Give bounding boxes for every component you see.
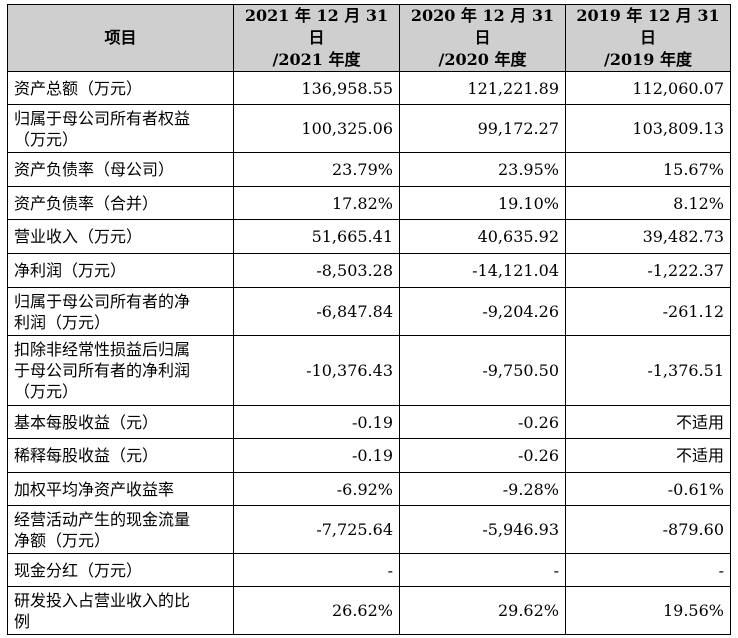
value-2021: -0.19 [233, 405, 400, 439]
value-2021: 100,325.06 [233, 104, 400, 153]
value-2020: 40,635.92 [399, 219, 566, 254]
value-2019: 不适用 [565, 405, 731, 439]
value-2020: -0.26 [399, 405, 566, 439]
value-2020: 121,221.89 [399, 71, 566, 105]
table-row: 资产负债率（母公司） 23.79% 23.95% 15.67% [7, 152, 731, 187]
value-2021: -6.92% [233, 472, 400, 506]
value-2020: -14,121.04 [399, 253, 566, 288]
table-row: 研发投入占营业收入的比 例 26.62% 29.62% 19.56% [7, 586, 731, 635]
value-2021: 17.82% [233, 186, 400, 220]
table-body: 资产总额（万元） 136,958.55 121,221.89 112,060.07 归属… [7, 71, 731, 635]
value-2019: 15.67% [565, 152, 731, 187]
value-2021: 136,958.55 [233, 71, 400, 105]
header-2021: 2021 年 12 月 31 日 /2021 年度 [233, 4, 400, 72]
table-row: 归属于母公司所有者的净 利润（万元） -6,847.84 -9,204.26 -261… [7, 287, 731, 336]
row-label: 资产负债率（母公司） [7, 152, 234, 187]
table-row: 扣除非经常性损益后归属 于母公司所有者的净利润 （万元） -10,376.43 -9… [7, 335, 731, 406]
value-2019: 8.12% [565, 186, 731, 220]
row-label: 归属于母公司所有者权益 （万元） [7, 104, 234, 153]
header-item: 项目 [7, 4, 234, 72]
value-2021: -7,725.64 [233, 505, 400, 554]
value-2019: - [565, 553, 731, 587]
header-2020: 2020 年 12 月 31 日 /2020 年度 [399, 4, 566, 72]
row-label: 现金分红（万元） [7, 553, 234, 587]
row-label: 净利润（万元） [7, 253, 234, 288]
header-2019: 2019 年 12 月 31 日 /2019 年度 [565, 4, 731, 72]
row-label: 扣除非经常性损益后归属 于母公司所有者的净利润 （万元） [7, 335, 234, 406]
table-row: 现金分红（万元） - - - [7, 553, 731, 587]
value-2020: 29.62% [399, 586, 566, 635]
value-2019: -261.12 [565, 287, 731, 336]
table-row: 营业收入（万元） 51,665.41 40,635.92 39,482.73 [7, 219, 731, 254]
table-row: 资产负债率（合并） 17.82% 19.10% 8.12% [7, 186, 731, 220]
value-2020: -9,750.50 [399, 335, 566, 406]
value-2019: -1,222.37 [565, 253, 731, 288]
value-2021: - [233, 553, 400, 587]
value-2020: -9,204.26 [399, 287, 566, 336]
value-2021: 26.62% [233, 586, 400, 635]
row-label: 资产总额（万元） [7, 71, 234, 105]
table-row: 归属于母公司所有者权益 （万元） 100,325.06 99,172.27 103,8… [7, 104, 731, 153]
table-row: 稀释每股收益（元） -0.19 -0.26 不适用 [7, 438, 731, 473]
value-2020: -9.28% [399, 472, 566, 506]
row-label: 营业收入（万元） [7, 219, 234, 254]
value-2019: 103,809.13 [565, 104, 731, 153]
value-2020: 99,172.27 [399, 104, 566, 153]
value-2020: -5,946.93 [399, 505, 566, 554]
row-label: 加权平均净资产收益率 [7, 472, 234, 506]
table-row: 净利润（万元） -8,503.28 -14,121.04 -1,222.37 [7, 253, 731, 288]
value-2021: -6,847.84 [233, 287, 400, 336]
row-label: 基本每股收益（元） [7, 405, 234, 439]
value-2020: -0.26 [399, 438, 566, 473]
value-2019: 112,060.07 [565, 71, 731, 105]
table-row: 经营活动产生的现金流量 净额（万元） -7,725.64 -5,946.93 -879… [7, 505, 731, 554]
value-2020: 19.10% [399, 186, 566, 220]
table-row: 加权平均净资产收益率 -6.92% -9.28% -0.61% [7, 472, 731, 506]
row-label: 稀释每股收益（元） [7, 438, 234, 473]
value-2021: 23.79% [233, 152, 400, 187]
table-row: 资产总额（万元） 136,958.55 121,221.89 112,060.07 [7, 71, 731, 105]
value-2020: 23.95% [399, 152, 566, 187]
value-2019: -1,376.51 [565, 335, 731, 406]
table-header: 项目 2021 年 12 月 31 日 /2021 年度 2020 年 12 月… [7, 4, 731, 72]
value-2019: -879.60 [565, 505, 731, 554]
financial-indicators-table: 项目 2021 年 12 月 31 日 /2021 年度 2020 年 12 月… [7, 4, 731, 635]
value-2021: -10,376.43 [233, 335, 400, 406]
value-2019: 19.56% [565, 586, 731, 635]
value-2019: 39,482.73 [565, 219, 731, 254]
value-2019: 不适用 [565, 438, 731, 473]
value-2020: - [399, 553, 566, 587]
table-row: 基本每股收益（元） -0.19 -0.26 不适用 [7, 405, 731, 439]
value-2021: 51,665.41 [233, 219, 400, 254]
value-2021: -8,503.28 [233, 253, 400, 288]
value-2021: -0.19 [233, 438, 400, 473]
header-row: 项目 2021 年 12 月 31 日 /2021 年度 2020 年 12 月… [7, 4, 731, 72]
row-label: 归属于母公司所有者的净 利润（万元） [7, 287, 234, 336]
row-label: 资产负债率（合并） [7, 186, 234, 220]
row-label: 经营活动产生的现金流量 净额（万元） [7, 505, 234, 554]
value-2019: -0.61% [565, 472, 731, 506]
row-label: 研发投入占营业收入的比 例 [7, 586, 234, 635]
